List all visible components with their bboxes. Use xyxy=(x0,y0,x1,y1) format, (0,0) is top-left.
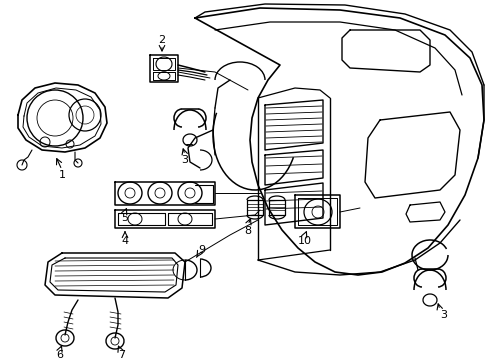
Text: 9: 9 xyxy=(198,245,205,255)
Text: 8: 8 xyxy=(244,226,251,236)
Text: 3: 3 xyxy=(440,310,447,320)
Text: 6: 6 xyxy=(57,350,63,360)
Text: 2: 2 xyxy=(158,35,165,45)
Text: 4: 4 xyxy=(121,236,128,246)
Text: 3: 3 xyxy=(181,155,188,165)
Text: 1: 1 xyxy=(59,170,65,180)
Text: 7: 7 xyxy=(118,350,125,360)
Text: 5: 5 xyxy=(121,213,128,223)
Text: 10: 10 xyxy=(297,236,311,246)
